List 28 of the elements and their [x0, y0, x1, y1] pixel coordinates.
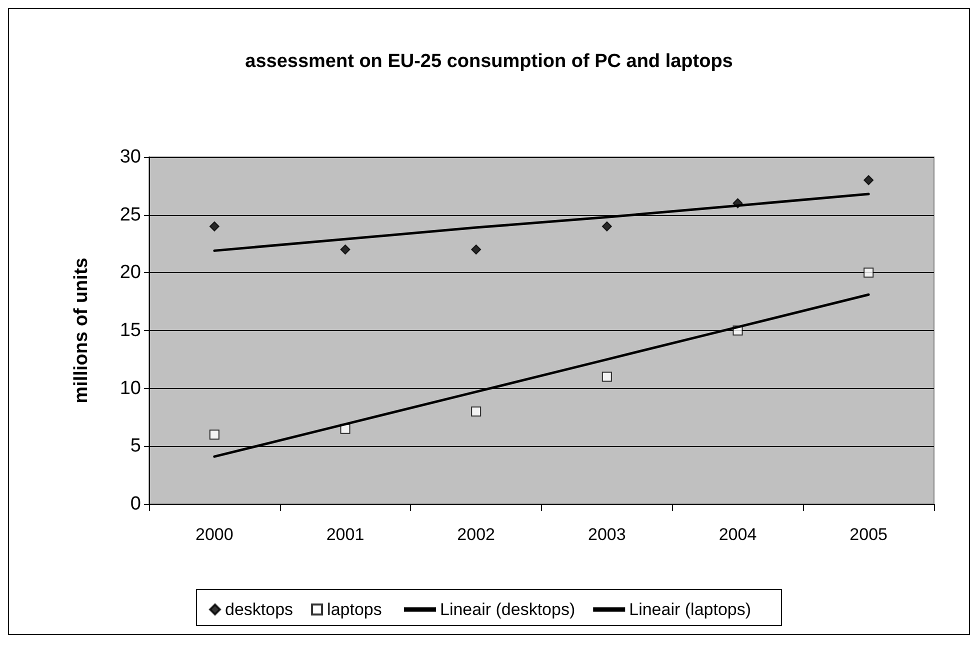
x-tick-label: 2002 [457, 525, 495, 544]
x-tick-label: 2005 [850, 525, 888, 544]
point [864, 268, 874, 278]
point [471, 406, 482, 416]
legend-label: desktops [225, 600, 294, 619]
chart-title: assessment on EU-25 consumption of PC and laptops [245, 51, 733, 72]
point [471, 244, 482, 255]
point [209, 430, 220, 440]
x-tick-label: 2000 [196, 525, 234, 544]
y-tick-label: 25 [120, 204, 141, 226]
point [209, 221, 220, 232]
x-tick-label: 2004 [718, 525, 757, 544]
y-tick-label: 15 [120, 320, 141, 341]
x-tick-label: 2003 [588, 525, 626, 544]
legend-label: Lineair (laptops) [629, 600, 752, 619]
y-axis-title: millions of units [71, 258, 92, 404]
y-tick-label: 10 [120, 378, 141, 399]
y-tick-label: 20 [120, 262, 141, 284]
point [602, 221, 612, 232]
point [340, 244, 350, 255]
y-tick-label: 30 [120, 146, 141, 168]
y-tick-label: 0 [130, 494, 141, 514]
x-tick-label: 2001 [326, 525, 364, 544]
legend-label: laptops [327, 600, 382, 619]
y-tick-label: 5 [130, 436, 141, 457]
point [864, 175, 874, 186]
legend-label: Lineair (desktops) [440, 600, 576, 619]
point [602, 372, 612, 382]
